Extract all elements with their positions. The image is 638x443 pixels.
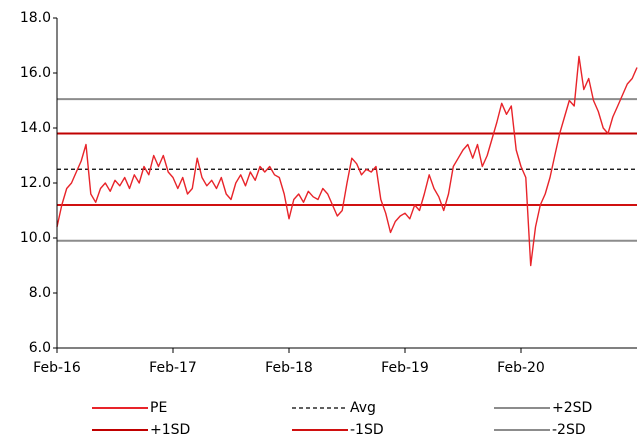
legend-label: -2SD [552,422,586,438]
y-tick-label: 6.0 [29,340,51,356]
x-tick-label: Feb-20 [497,360,545,376]
x-tick-label: Feb-19 [381,360,429,376]
x-tick-label: Feb-18 [265,360,313,376]
legend-label: +2SD [552,400,592,416]
y-tick-label: 16.0 [20,65,51,81]
x-tick-label: Feb-16 [33,360,81,376]
y-tick-label: 10.0 [20,230,51,246]
y-tick-label: 12.0 [20,175,51,191]
legend-label: -1SD [350,422,384,438]
y-tick-label: 14.0 [20,120,51,136]
y-tick-label: 18.0 [20,10,51,26]
data-line [56,55,638,267]
legend-label: PE [150,400,167,416]
x-tick-label: Feb-17 [149,360,197,376]
legend-label: +1SD [150,422,190,438]
legend-label: Avg [350,400,376,416]
y-tick-label: 8.0 [29,285,51,301]
